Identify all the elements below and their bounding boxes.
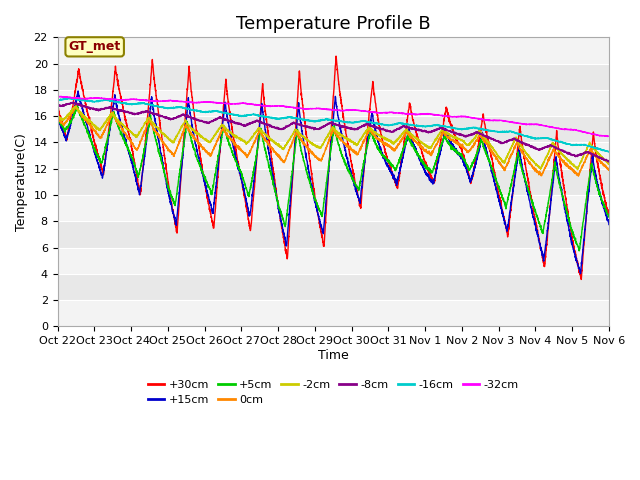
0cm <box>54 116 61 122</box>
Line: -8cm: -8cm <box>58 102 609 162</box>
-32cm <box>57 94 65 99</box>
-32cm <box>605 133 612 139</box>
+30cm <box>577 276 585 282</box>
-2cm <box>397 133 404 139</box>
+15cm <box>397 163 404 169</box>
+15cm <box>605 218 612 224</box>
0cm <box>387 145 395 151</box>
0cm <box>605 167 612 172</box>
+5cm <box>208 190 216 195</box>
+5cm <box>54 115 61 120</box>
-16cm <box>397 120 404 126</box>
-2cm <box>605 160 612 166</box>
+15cm <box>54 116 61 121</box>
+5cm <box>605 213 612 219</box>
-2cm <box>54 113 61 119</box>
-8cm <box>605 159 612 165</box>
-16cm <box>66 95 74 101</box>
Line: -2cm: -2cm <box>58 106 609 169</box>
-32cm <box>604 133 611 139</box>
+5cm <box>397 155 404 161</box>
-2cm <box>172 135 180 141</box>
Bar <box>58 143 609 168</box>
+15cm <box>577 271 584 276</box>
X-axis label: Time: Time <box>318 349 349 362</box>
+30cm <box>387 167 395 172</box>
+15cm <box>172 221 180 227</box>
-8cm <box>397 125 404 131</box>
Bar <box>58 248 609 274</box>
-32cm <box>172 98 180 104</box>
-32cm <box>54 94 61 100</box>
-32cm <box>208 99 216 105</box>
-16cm <box>208 108 216 114</box>
+5cm <box>575 248 583 254</box>
+5cm <box>74 103 81 108</box>
+30cm <box>207 215 215 221</box>
-16cm <box>553 138 561 144</box>
-8cm <box>54 102 61 108</box>
0cm <box>397 139 404 145</box>
+15cm <box>605 222 612 228</box>
+30cm <box>332 53 340 59</box>
+30cm <box>397 163 404 169</box>
-32cm <box>397 110 404 116</box>
-2cm <box>574 167 582 172</box>
Title: Temperature Profile B: Temperature Profile B <box>236 15 431 33</box>
-16cm <box>54 97 61 103</box>
-2cm <box>605 161 612 167</box>
0cm <box>575 173 582 179</box>
0cm <box>72 102 80 108</box>
+5cm <box>172 198 180 204</box>
-32cm <box>387 109 395 115</box>
+15cm <box>208 206 216 212</box>
-32cm <box>605 133 612 139</box>
-16cm <box>387 122 395 128</box>
Line: -16cm: -16cm <box>58 98 609 152</box>
-8cm <box>69 99 77 105</box>
-2cm <box>208 137 216 143</box>
Bar <box>58 195 609 221</box>
-16cm <box>172 105 180 110</box>
+15cm <box>553 160 561 166</box>
+30cm <box>553 128 561 133</box>
0cm <box>553 149 561 155</box>
0cm <box>172 148 180 154</box>
-8cm <box>605 158 612 164</box>
0cm <box>605 167 612 172</box>
+30cm <box>605 214 612 219</box>
Bar <box>58 37 609 64</box>
-8cm <box>172 115 180 121</box>
Line: +30cm: +30cm <box>58 56 609 279</box>
-32cm <box>553 125 561 131</box>
-16cm <box>605 149 612 155</box>
Legend: +30cm, +15cm, +5cm, 0cm, -2cm, -8cm, -16cm, -32cm: +30cm, +15cm, +5cm, 0cm, -2cm, -8cm, -16… <box>143 375 524 410</box>
0cm <box>208 152 216 157</box>
-16cm <box>605 149 612 155</box>
-16cm <box>605 149 612 155</box>
+15cm <box>74 88 82 94</box>
-2cm <box>553 145 561 151</box>
Text: GT_met: GT_met <box>68 40 121 53</box>
Y-axis label: Temperature(C): Temperature(C) <box>15 133 28 231</box>
-8cm <box>553 145 561 151</box>
Line: +15cm: +15cm <box>58 91 609 274</box>
+5cm <box>553 169 561 175</box>
Bar <box>58 90 609 116</box>
-2cm <box>387 137 395 143</box>
Bar <box>58 300 609 326</box>
+15cm <box>387 169 395 175</box>
+30cm <box>54 103 61 109</box>
+30cm <box>172 224 179 230</box>
-2cm <box>72 103 79 109</box>
Line: 0cm: 0cm <box>58 105 609 176</box>
Line: +5cm: +5cm <box>58 106 609 251</box>
-8cm <box>387 129 395 134</box>
+30cm <box>605 212 612 218</box>
+5cm <box>605 213 612 218</box>
+5cm <box>387 160 395 166</box>
-8cm <box>208 118 216 124</box>
Line: -32cm: -32cm <box>58 96 609 136</box>
